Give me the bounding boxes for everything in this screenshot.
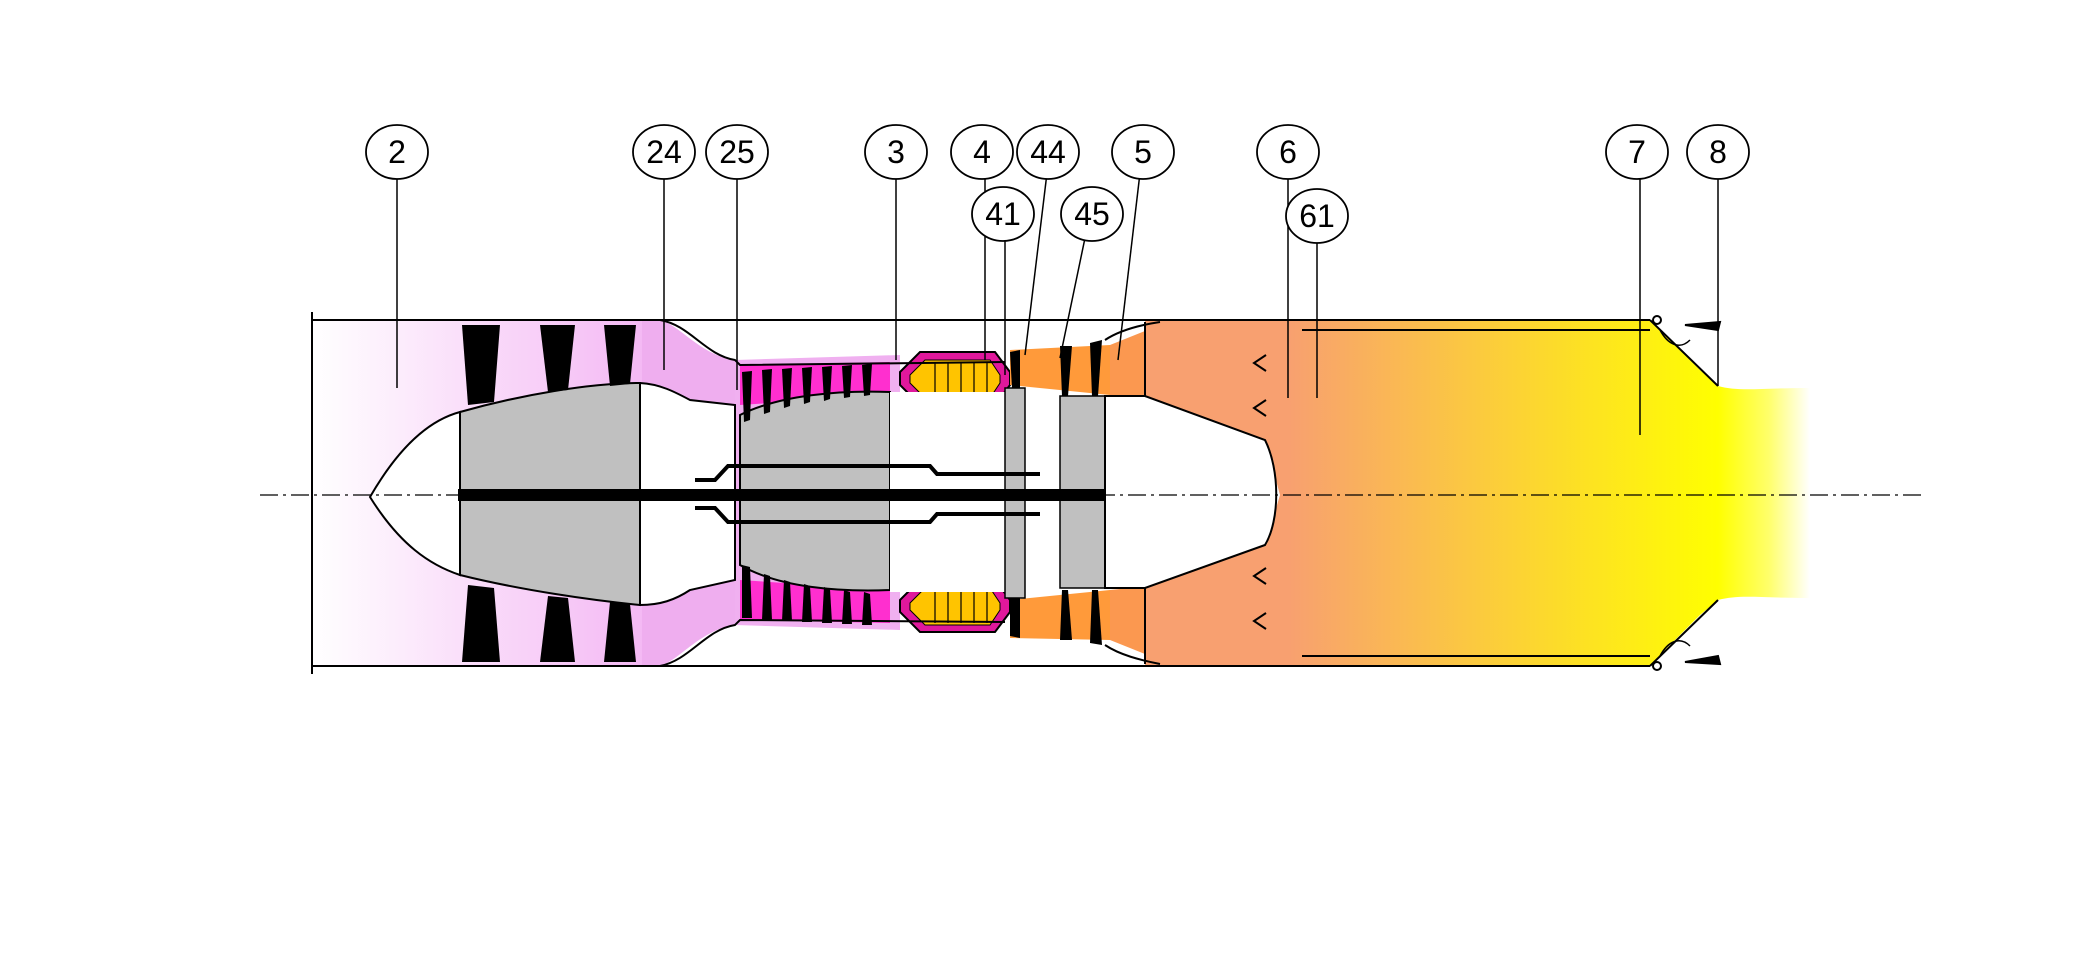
station-label-44: 44	[1030, 134, 1066, 170]
station-label-5: 5	[1134, 134, 1152, 170]
jetpipe	[1145, 320, 1718, 666]
station-labels: 2 24 25 3 4 44 5 6 7 841 45 61	[365, 124, 1750, 244]
turbine-section	[1010, 325, 1160, 660]
station-bubble-3	[864, 124, 928, 180]
station-bubble-25	[705, 124, 769, 180]
compressor-blades	[742, 364, 872, 625]
station-label-24: 24	[646, 134, 682, 170]
station-label-4: 4	[973, 134, 991, 170]
exhaust-plume	[1718, 386, 1810, 600]
turbine-blades	[1010, 340, 1102, 645]
station-bubble-45	[1060, 186, 1124, 242]
station-label-6: 6	[1279, 134, 1297, 170]
station-label-41: 41	[985, 196, 1021, 232]
fan-blades	[462, 325, 636, 662]
station-bubble-7	[1605, 124, 1669, 180]
station-label-25: 25	[719, 134, 755, 170]
station-label-7: 7	[1628, 134, 1646, 170]
casing-outline	[311, 312, 1719, 674]
station-bubble-6	[1256, 124, 1320, 180]
station-bubble-2	[365, 124, 429, 180]
station-bubble-5	[1111, 124, 1175, 180]
nozzle-flaps	[1652, 315, 1722, 671]
station-label-2: 2	[388, 134, 406, 170]
station-label-3: 3	[887, 134, 905, 170]
station-label-8: 8	[1709, 134, 1727, 170]
station-bubble-24	[632, 124, 696, 180]
station-bubble-4	[950, 124, 1014, 180]
station-bubble-61	[1285, 188, 1349, 244]
station-label-61: 61	[1299, 198, 1335, 234]
station-bubble-44	[1016, 124, 1080, 180]
station-label-45: 45	[1074, 196, 1110, 232]
station-bubble-8	[1686, 124, 1750, 180]
station-leader-lines	[396, 172, 1719, 435]
flameholder-chevrons	[1252, 354, 1267, 630]
combustor	[899, 351, 1011, 633]
station-bubble-41	[971, 186, 1035, 242]
